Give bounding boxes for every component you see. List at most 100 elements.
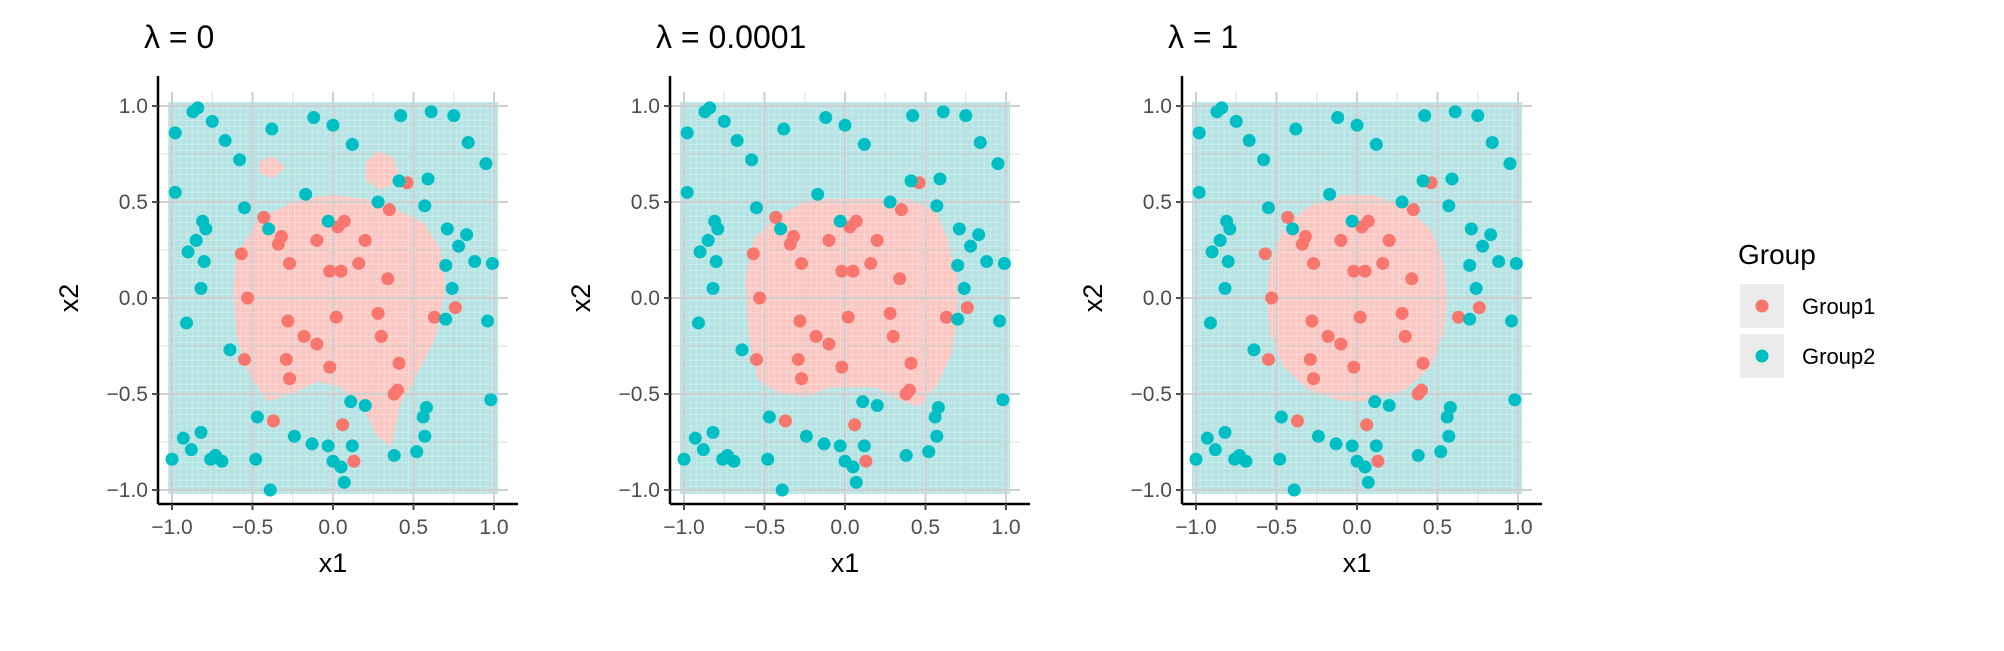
point-group1 [1258, 247, 1272, 261]
point-group1 [899, 387, 913, 401]
point-group2 [1508, 393, 1522, 407]
panel-1: λ = 0 −1.0−1.0 −0.5 −0.5 0.0 0.0 0.5 0.5 1.0 1.0 x… [54, 19, 518, 578]
point-group1 [791, 352, 805, 366]
point-group2 [1484, 228, 1498, 242]
point-group1 [241, 291, 255, 305]
point-group2 [179, 316, 193, 330]
point-group2 [199, 222, 213, 236]
y-tick-label: −0.5 [619, 383, 660, 406]
point-group2 [993, 314, 1007, 328]
point-group1 [1281, 210, 1295, 224]
point-group2 [1331, 111, 1345, 125]
point-group1 [352, 256, 366, 270]
point-group2 [904, 174, 918, 188]
point-group1 [1358, 264, 1372, 278]
point-group2 [964, 239, 978, 253]
point-group2 [1503, 157, 1517, 171]
point-group2 [1257, 153, 1271, 167]
point-group2 [1369, 439, 1383, 453]
point-group2 [215, 454, 229, 468]
point-group1 [283, 256, 297, 270]
point-group2 [997, 256, 1011, 270]
point-group2 [698, 105, 712, 119]
point-group1 [960, 301, 974, 315]
point-group1 [822, 337, 836, 351]
point-group2 [680, 185, 694, 199]
point-group1 [1298, 230, 1312, 244]
y-tick-label: 1.0 [1143, 95, 1172, 118]
point-group2 [952, 222, 966, 236]
point-group1 [448, 301, 462, 315]
point-group2 [761, 452, 775, 466]
point-group1 [1451, 310, 1465, 324]
point-group1 [1353, 310, 1367, 324]
point-group2 [168, 185, 182, 199]
point-group2 [481, 314, 495, 328]
point-group2 [1350, 118, 1364, 132]
point-group2 [1210, 105, 1224, 119]
point-group1 [749, 352, 763, 366]
point-group2 [951, 312, 965, 326]
point-group1 [382, 203, 396, 217]
x-tick-label: 1.0 [991, 516, 1020, 539]
point-group2 [811, 187, 825, 201]
point-group2 [1205, 245, 1219, 259]
point-group1 [329, 310, 343, 324]
point-group2 [1445, 172, 1459, 186]
point-group2 [1242, 134, 1256, 148]
point-group2 [189, 233, 203, 247]
point-group1 [1395, 306, 1409, 320]
point-group2 [233, 153, 247, 167]
point-group2 [680, 126, 694, 140]
y-tick-label: −0.5 [1131, 383, 1172, 406]
point-group1 [279, 352, 293, 366]
point-group1 [1347, 264, 1361, 278]
point-group2 [181, 245, 195, 259]
point-group2 [204, 452, 218, 466]
point-group2 [973, 135, 987, 149]
x-tick-label: 0.0 [318, 516, 347, 539]
point-group2 [1223, 222, 1237, 236]
point-group1 [374, 329, 388, 343]
point-group1 [323, 360, 337, 374]
point-group1 [1360, 418, 1374, 432]
point-group1 [347, 454, 361, 468]
point-group1 [381, 272, 395, 286]
point-group2 [1287, 483, 1301, 497]
point-group1 [1398, 329, 1412, 343]
point-group2 [899, 448, 913, 462]
point-group2 [468, 255, 482, 269]
point-group2 [696, 443, 710, 457]
point-group2 [447, 109, 461, 123]
point-group2 [479, 157, 493, 171]
point-group2 [706, 281, 720, 295]
legend-title: Group [1738, 239, 1816, 270]
point-group1 [841, 310, 855, 324]
point-group1 [849, 214, 863, 228]
point-group2 [846, 460, 860, 474]
point-group2 [701, 233, 715, 247]
point-group1 [336, 418, 350, 432]
point-group2 [996, 393, 1010, 407]
point-group2 [439, 258, 453, 272]
point-group2 [184, 443, 198, 457]
point-group2 [980, 255, 994, 269]
series-group1 [746, 176, 974, 468]
point-group1 [904, 356, 918, 370]
point-group2 [1368, 395, 1382, 409]
point-group1 [939, 310, 953, 324]
point-group1 [894, 203, 908, 217]
point-group2 [237, 201, 251, 215]
point-group1 [392, 356, 406, 370]
point-group2 [1329, 437, 1343, 451]
point-group1 [257, 210, 271, 224]
point-group2 [1200, 431, 1214, 445]
point-group2 [461, 135, 475, 149]
point-group2 [445, 281, 459, 295]
x-tick-label: 0.0 [830, 516, 859, 539]
point-group1 [1307, 256, 1321, 270]
point-group2 [856, 395, 870, 409]
point-group2 [307, 111, 321, 125]
panel-2: λ = 0.0001 −1.0−1.0 −0.5 −0.5 0.0 0.0 0.5 0.5 1.… [566, 19, 1030, 578]
